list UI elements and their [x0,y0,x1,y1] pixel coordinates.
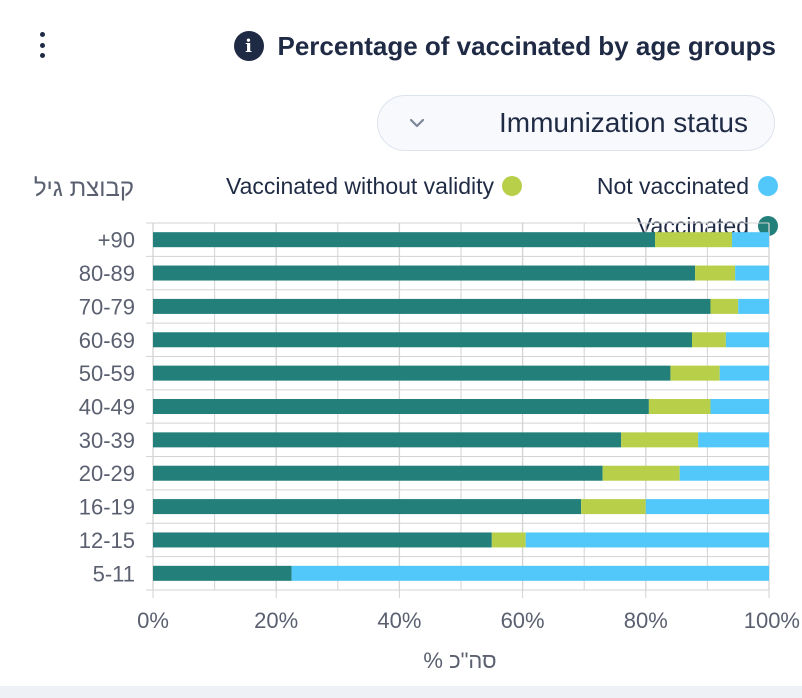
y-axis-title: קבוצת גיל [34,175,134,202]
bar-segment-vaccinated-without-validity [710,298,739,314]
bar-segment-vaccinated [153,265,696,281]
kebab-dot [39,53,45,58]
legend-swatch [502,176,522,196]
bar-segment-not-vaccinated [291,565,769,581]
y-tick-label: 80-89 [79,261,135,286]
x-tick-label: 60% [501,608,545,633]
bar-segment-not-vaccinated [735,265,769,281]
legend-label: Not vaccinated [597,173,749,199]
info-icon[interactable]: i [233,31,264,61]
bar-segment-vaccinated [153,565,292,581]
bar-segment-vaccinated-without-validity [621,432,699,448]
bar-segment-vaccinated-without-validity [655,232,733,248]
x-tick-label: 80% [624,608,668,633]
kebab-menu-icon[interactable] [33,32,51,58]
chart-title: Percentage of vaccinated by age groups [277,30,777,61]
bar-segment-not-vaccinated [732,232,769,248]
bar-segment-vaccinated [153,365,671,381]
immunization-status-dropdown[interactable]: Immunization status [377,95,775,151]
y-tick-label: 30-39 [79,428,135,453]
bar-segment-vaccinated [153,399,649,414]
legend-swatch [758,176,778,196]
chart-header: i Percentage of vaccinated by age groups [233,28,777,64]
bar-segment-vaccinated [153,298,711,314]
bar-segment-vaccinated-without-validity [491,532,526,548]
bar-segment-not-vaccinated [525,532,769,548]
bar-segment-vaccinated [153,332,692,348]
x-tick-label: 0% [137,608,169,633]
bar-segment-not-vaccinated [679,465,769,481]
axis-ticks: +90 80-89 70-79 60-69 50-59 40-49 30-39 20-29 16… [79,228,800,633]
bar-segment-vaccinated [153,432,622,448]
bar-segment-vaccinated-without-validity [692,332,726,348]
legend-label: Vaccinated without validity [226,173,495,199]
bar-segment-vaccinated-without-validity [602,465,680,481]
y-tick-label: 60-69 [79,328,135,353]
bar-segment-vaccinated-without-validity [648,399,711,414]
y-tick-label: 12-15 [79,528,135,553]
bar-segment-vaccinated-without-validity [581,499,646,515]
y-tick-label: 40-49 [79,395,135,420]
card-bottom-edge [0,686,802,698]
bar-segment-not-vaccinated [719,365,769,381]
x-axis-title: % סה"כ [423,648,496,673]
bar-segment-vaccinated-without-validity [695,265,736,281]
bar-segment-not-vaccinated [710,399,769,414]
y-tick-label: +90 [98,228,135,253]
y-tick-label: 20-29 [79,461,135,486]
kebab-dot [39,32,45,37]
x-tick-label: 100% [744,608,800,633]
chevron-down-icon [409,118,425,128]
dropdown-label: Immunization status [499,107,748,138]
bar-segment-vaccinated-without-validity [670,365,720,381]
chart-bars [153,232,769,581]
y-tick-label: 16-19 [79,495,135,520]
bar-segment-vaccinated [153,499,582,515]
bar-segment-vaccinated [153,232,656,248]
x-tick-label: 20% [254,608,298,633]
legend-swatch [758,216,778,236]
bar-segment-not-vaccinated [698,432,769,448]
y-tick-label: 70-79 [79,294,135,319]
x-tick-label: 40% [377,608,421,633]
chart-legend: Vaccinated without validity Not vaccinate… [226,173,778,239]
kebab-dot [39,42,45,48]
y-tick-label: 50-59 [79,361,135,386]
bar-segment-vaccinated [153,465,603,481]
bar-segment-vaccinated [153,532,492,548]
bar-segment-not-vaccinated [645,499,769,515]
bar-segment-not-vaccinated [738,298,769,314]
bar-segment-not-vaccinated [725,332,769,348]
y-tick-label: 5-11 [93,561,135,586]
